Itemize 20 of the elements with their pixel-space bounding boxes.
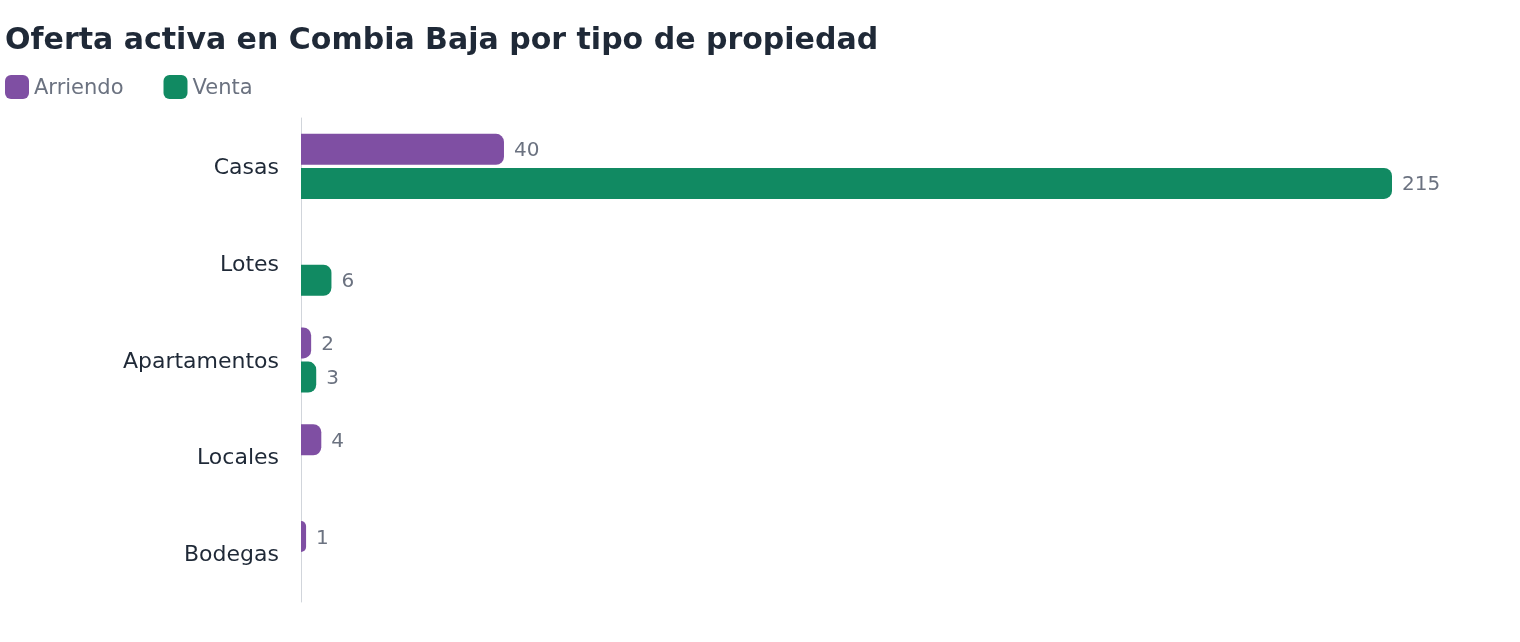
y-tick-label: Casas <box>213 153 279 179</box>
data-label: 215 <box>1402 171 1441 196</box>
data-label: 2 <box>321 330 334 355</box>
bar <box>301 264 332 296</box>
data-label: 6 <box>341 268 355 293</box>
y-tick-label: Lotes <box>220 250 279 276</box>
y-tick-label: Apartamentos <box>122 347 279 373</box>
y-tick-label: Bodegas <box>184 541 279 567</box>
data-label: 40 <box>513 137 540 162</box>
legend-label: Arriendo <box>34 75 124 99</box>
data-label: 4 <box>331 427 345 452</box>
bar <box>301 361 317 393</box>
y-tick-label: Locales <box>196 444 279 470</box>
bar <box>301 167 1392 199</box>
bar <box>301 424 322 456</box>
legend-label: Venta <box>192 75 253 99</box>
data-label: 1 <box>316 524 329 549</box>
data-label: 3 <box>326 365 339 390</box>
bar <box>301 133 504 165</box>
chart-title: Oferta activa en Combia Baja por tipo de propiedad <box>5 20 879 56</box>
